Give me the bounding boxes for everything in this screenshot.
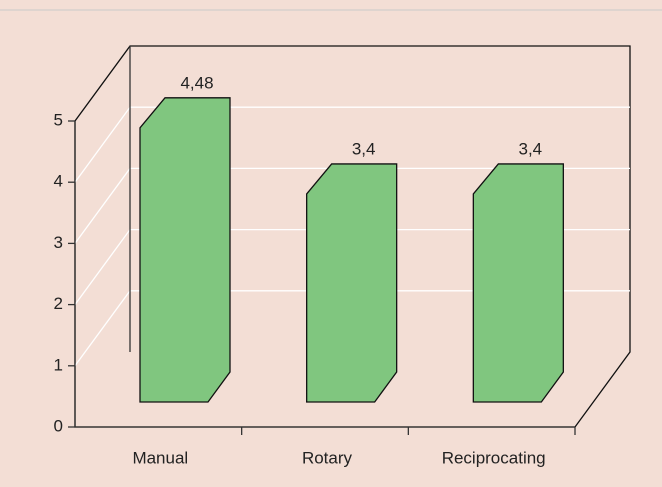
value-label: 3,4	[352, 139, 376, 158]
bar	[140, 98, 230, 402]
value-label: 3,4	[519, 139, 543, 158]
bar	[473, 164, 563, 402]
y-tick-label: 3	[54, 233, 63, 252]
x-tick-label: Manual	[132, 448, 188, 467]
y-tick-label: 5	[54, 110, 63, 129]
x-tick-label: Rotary	[302, 448, 353, 467]
y-tick-label: 0	[54, 416, 63, 435]
chart: 0 1 2 3 4 5 Manual 4,48 Rotary 3,4 Reciprocating 3,…	[0, 0, 662, 487]
x-tick-label: Reciprocating	[442, 448, 546, 467]
y-tick-label: 2	[54, 294, 63, 313]
bar	[307, 164, 397, 402]
y-tick-label: 4	[54, 172, 63, 191]
y-tick-label: 1	[54, 355, 63, 374]
value-label: 4,48	[180, 73, 213, 92]
